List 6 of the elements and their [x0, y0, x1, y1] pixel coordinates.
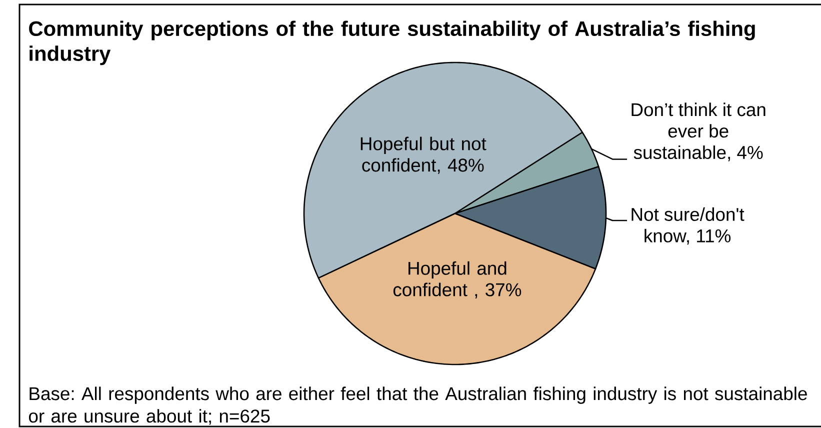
slice-label: Don’t think it can ever be sustainable, 4%: [632, 102, 766, 162]
slice-label: Hopeful and confident , 37%: [393, 261, 522, 298]
slice-label: Hopeful but not confident, 48%: [360, 136, 486, 174]
slice-label: Not sure/don't know, 11%: [632, 207, 744, 245]
chart-title: Community perceptions of the future sustainability of Australia’s fishing industry: [29, 20, 755, 66]
text: Base: All respondents who are either feel that the Australian fishing industry is not sustainable or are unsure about it; n=625: [28, 386, 807, 425]
